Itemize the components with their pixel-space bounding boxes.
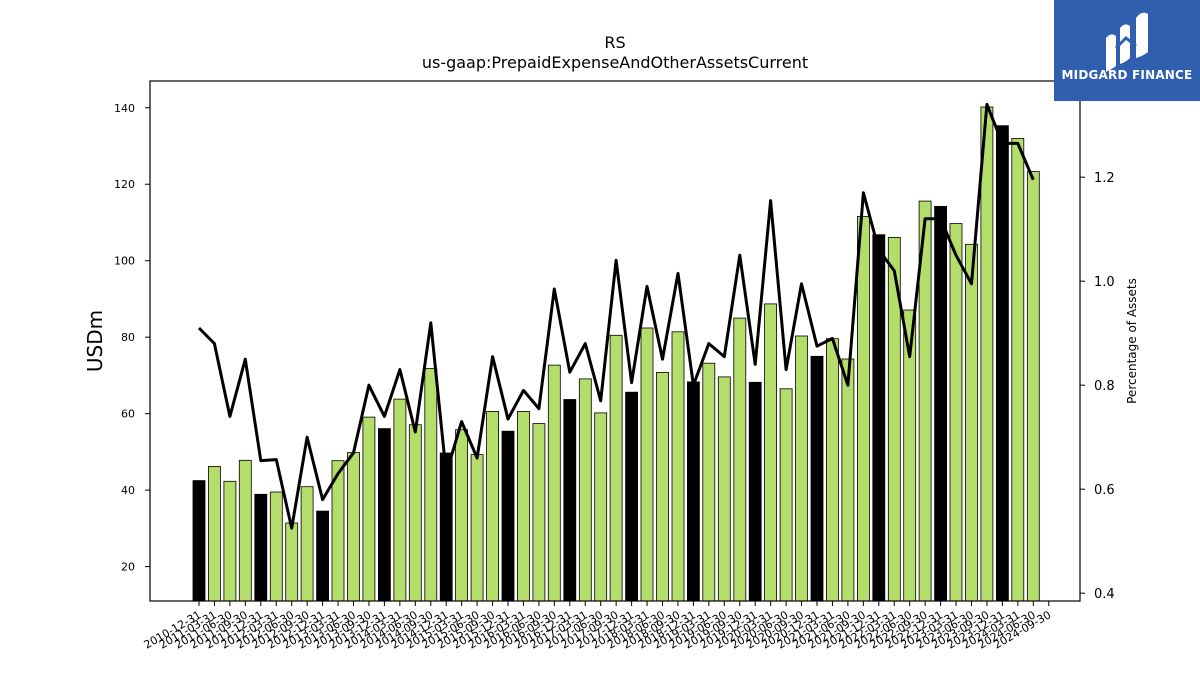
y-tick-label: 20 <box>121 561 135 574</box>
bar-2016-09-30 <box>547 364 561 602</box>
bar-2015-09-30 <box>486 410 500 602</box>
bar-2021-09-30 <box>857 215 870 602</box>
bar-2023-03-31 <box>949 223 963 602</box>
bar-2017-09-30 <box>609 334 623 602</box>
y-tick-label: 100 <box>114 255 135 268</box>
bar-2019-12-31 <box>748 381 762 602</box>
bar-2021-03-31 <box>826 338 839 602</box>
y-tick-label: 120 <box>114 178 135 191</box>
y-axis-left: 20 40 60 80 100 120 140 <box>114 102 150 574</box>
bar-2010-12-31 <box>192 480 206 602</box>
x-axis: 2010-12-312011-03-312011-06-302011-09-30… <box>142 601 1053 652</box>
y-tick-label: 140 <box>114 102 135 115</box>
bar-2013-06-30 <box>347 452 360 602</box>
y-axis-right: 0.4 0.6 0.8 1.0 1.2 <box>1080 171 1115 602</box>
bar-2021-06-30 <box>841 358 855 602</box>
bar-2011-09-30 <box>238 459 252 602</box>
bar-2019-03-31 <box>702 362 716 602</box>
bar-2019-06-30 <box>717 376 731 602</box>
bar-2013-12-31 <box>377 428 391 602</box>
midgard-logo-icon <box>1106 12 1148 72</box>
bars-layer <box>192 106 1040 602</box>
bar-2014-12-31 <box>439 452 453 602</box>
bar-2022-12-31 <box>934 205 947 602</box>
bar-2023-06-30 <box>965 243 978 602</box>
bar-2017-12-31 <box>625 391 638 602</box>
bar-2024-06-30 <box>1026 171 1040 602</box>
bar-2016-06-30 <box>532 423 546 602</box>
bar-2024-03-31 <box>1011 137 1025 602</box>
y2-tick-label: 0.8 <box>1094 379 1115 394</box>
plot-frame <box>149 80 1081 602</box>
bar-2013-09-30 <box>362 416 376 602</box>
bar-2020-03-31 <box>764 303 777 602</box>
brand-logo: MIDGARD FINANCE <box>1054 0 1200 101</box>
bar-2011-12-31 <box>254 493 268 602</box>
y-tick-label: 40 <box>121 484 135 497</box>
bar-2012-12-31 <box>316 510 330 602</box>
chart-subtitle: us-gaap:PrepaidExpenseAndOtherAssetsCurr… <box>422 53 808 72</box>
bar-2015-12-31 <box>501 430 515 602</box>
bar-2015-06-30 <box>470 454 484 602</box>
bar-2018-09-30 <box>671 331 685 602</box>
bar-2018-06-30 <box>656 371 669 602</box>
percentage-line <box>197 102 1035 530</box>
bar-2020-09-30 <box>795 335 808 602</box>
bar-2011-03-31 <box>207 465 221 602</box>
y2-tick-label: 0.6 <box>1094 483 1115 498</box>
bar-2011-06-30 <box>223 480 237 602</box>
bar-2012-06-30 <box>285 522 299 602</box>
chart-title: RS <box>604 33 625 52</box>
bar-2014-09-30 <box>424 368 438 602</box>
bar-2012-03-31 <box>269 491 283 602</box>
y-axis-label: USDm <box>83 310 107 372</box>
y2-tick-label: 1.2 <box>1094 171 1115 186</box>
bar-2021-12-31 <box>872 234 886 602</box>
bar-2023-12-31 <box>996 125 1009 602</box>
bar-2023-09-30 <box>980 106 994 602</box>
bar-2012-09-30 <box>300 486 314 602</box>
bar-2016-12-31 <box>563 399 577 602</box>
brand-name: MIDGARD FINANCE <box>1061 68 1193 82</box>
y2-tick-label: 1.0 <box>1094 275 1115 290</box>
y2-tick-label: 0.4 <box>1094 587 1115 602</box>
bar-2019-09-30 <box>733 317 747 602</box>
bar-2018-03-31 <box>640 327 654 602</box>
y-tick-label: 80 <box>121 331 135 344</box>
bar-2015-03-31 <box>455 429 469 602</box>
bar-2017-03-31 <box>578 378 592 602</box>
bar-2017-06-30 <box>594 412 608 602</box>
bar-2020-06-30 <box>779 388 793 602</box>
bar-2014-06-30 <box>408 424 422 602</box>
y-tick-label: 60 <box>121 408 135 421</box>
bar-2018-12-31 <box>687 381 700 602</box>
y2-axis-label: Percentage of Assets <box>1125 278 1139 404</box>
bar-2014-03-31 <box>393 398 407 602</box>
bar-2020-12-31 <box>810 355 824 602</box>
bar-2016-03-31 <box>517 410 530 602</box>
